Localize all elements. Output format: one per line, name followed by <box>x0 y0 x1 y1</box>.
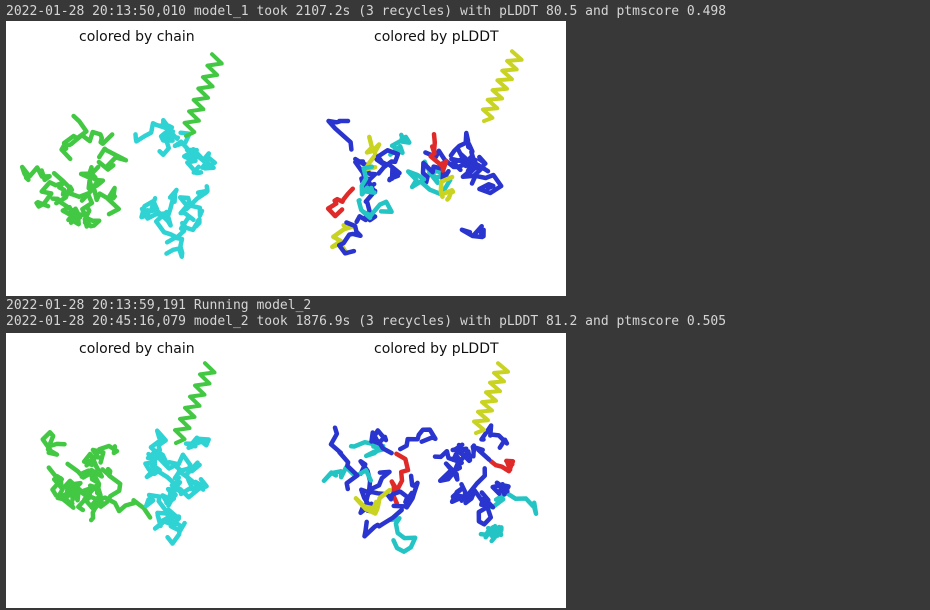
backbone-segment <box>449 482 468 505</box>
backbone-segment <box>183 435 211 451</box>
backbone-segment <box>479 423 510 450</box>
helix-segment <box>173 361 217 445</box>
backbone-segment <box>40 430 67 457</box>
backbone-segment <box>46 465 75 500</box>
backbone-segment <box>362 507 404 539</box>
backbone-segment <box>330 222 355 256</box>
backbone-segment <box>81 443 120 468</box>
model2-structure-render <box>40 361 539 554</box>
backbone-segment <box>172 130 199 162</box>
backbone-segment <box>358 459 392 493</box>
backbone-segment <box>156 187 179 228</box>
backbone-segment <box>389 451 411 506</box>
backbone-segment <box>389 516 418 554</box>
model2-figure: colored by chain colored by pLDDT <box>6 333 566 608</box>
backbone-segment <box>166 452 200 491</box>
backbone-segment <box>386 162 402 183</box>
backbone-segment <box>145 448 170 468</box>
backbone-segment <box>321 465 374 484</box>
model1-plddt-title: colored by pLDDT <box>374 29 499 45</box>
backbone-segment <box>86 164 106 191</box>
backbone-segment <box>369 428 394 456</box>
backbone-segment <box>143 492 173 523</box>
model1-chain-title: colored by chain <box>79 29 195 45</box>
model2-chain-title: colored by chain <box>79 341 195 357</box>
backbone-segment <box>139 206 179 245</box>
backbone-segment <box>326 118 354 152</box>
backbone-segment <box>374 148 401 176</box>
helix-segment <box>480 49 524 123</box>
backbone-segment <box>438 174 456 202</box>
backbone-segment <box>19 164 52 183</box>
backbone-segment <box>451 149 483 173</box>
backbone-segment <box>34 180 66 209</box>
backbone-segment <box>164 480 183 506</box>
model1-plddt-structure <box>325 49 524 256</box>
backbone-segment <box>336 220 363 256</box>
backbone-segment <box>443 446 464 482</box>
log-line-running-model2: 2022-01-28 20:13:59,191 Running model_2 <box>6 298 312 313</box>
backbone-segment <box>164 220 187 259</box>
backbone-segment <box>388 132 412 157</box>
backbone-segment <box>157 129 177 158</box>
model2-plddt-structure <box>321 361 539 554</box>
log-line-model1-result: 2022-01-28 20:13:50,010 model_1 took 210… <box>6 4 727 19</box>
backbone-segment <box>397 427 438 452</box>
backbone-segment <box>353 156 378 186</box>
backbone-segment <box>144 461 182 488</box>
model1-figure: colored by chain colored by pLDDT <box>6 21 566 296</box>
model2-plddt-title: colored by pLDDT <box>374 341 499 357</box>
backbone-segment <box>490 480 511 497</box>
backbone-segment <box>96 146 129 172</box>
backbone-segment <box>92 185 122 217</box>
backbone-segment <box>148 428 168 457</box>
backbone-segment <box>70 487 93 513</box>
backbone-segment <box>420 160 451 185</box>
helix-segment <box>472 361 510 435</box>
backbone-segment <box>50 196 82 227</box>
helix-segment <box>182 52 224 138</box>
log-line-model2-result: 2022-01-28 20:45:16,079 model_2 took 187… <box>6 314 727 329</box>
backbone-segment <box>51 476 76 510</box>
backbone-segment <box>476 490 494 527</box>
backbone-segment <box>98 466 123 509</box>
backbone-segment <box>177 195 205 223</box>
backbone-segment <box>463 466 496 510</box>
backbone-segment <box>354 188 378 225</box>
backbone-segment <box>325 186 356 219</box>
backbone-segment <box>65 455 105 485</box>
backbone-segment <box>469 172 504 196</box>
backbone-segment <box>485 523 501 544</box>
backbone-segment <box>356 197 394 221</box>
backbone-segment <box>196 151 218 171</box>
model1-structure-render <box>19 49 524 259</box>
model2-chain-structure <box>40 361 217 546</box>
backbone-segment <box>359 164 377 197</box>
backbone-segment <box>67 187 95 225</box>
backbone-segment <box>185 147 204 176</box>
model1-chain-structure <box>19 52 224 259</box>
backbone-segment <box>488 458 516 474</box>
backbone-segment <box>391 473 420 510</box>
backbone-segment <box>348 439 387 459</box>
backbone-segment <box>353 487 392 516</box>
backbone-segment <box>428 131 449 173</box>
backbone-segment <box>459 223 486 240</box>
backbone-segment <box>59 113 89 162</box>
backbone-segment <box>133 120 181 144</box>
backbone-segment <box>152 513 182 531</box>
backbone-segment <box>328 425 360 492</box>
backbone-segment <box>157 117 175 143</box>
backbone-segment <box>483 490 539 516</box>
backbone-segment <box>363 489 415 505</box>
